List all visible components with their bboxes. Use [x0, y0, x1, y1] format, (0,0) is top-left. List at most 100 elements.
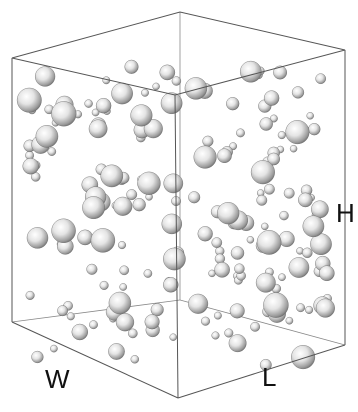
sphere: [263, 293, 288, 318]
sphere: [215, 262, 230, 277]
sphere: [125, 60, 139, 74]
sphere: [82, 196, 104, 218]
sphere: [27, 227, 48, 248]
sphere: [291, 345, 315, 369]
sphere: [85, 100, 93, 108]
sphere: [303, 216, 324, 237]
sphere: [311, 201, 328, 218]
sphere: [141, 89, 148, 96]
sphere: [188, 294, 208, 314]
sphere: [234, 264, 244, 274]
sphere: [264, 184, 274, 194]
sphere: [286, 120, 310, 144]
sphere: [284, 188, 294, 198]
sphere: [114, 197, 133, 216]
width-label: W: [45, 364, 70, 394]
scene: W L H: [0, 0, 358, 412]
sphere: [112, 83, 133, 104]
edge: [175, 95, 178, 398]
sphere: [67, 313, 75, 321]
sphere: [302, 248, 312, 258]
sphere: [133, 198, 146, 211]
sphere: [170, 334, 177, 341]
length-label: L: [262, 362, 276, 392]
sphere: [298, 193, 312, 207]
sphere: [212, 238, 222, 248]
sphere: [319, 266, 334, 281]
sphere: [26, 291, 35, 300]
sphere: [100, 281, 109, 290]
sphere: [251, 160, 275, 184]
sphere: [78, 230, 93, 245]
sphere: [162, 214, 182, 234]
sphere: [120, 266, 129, 275]
sphere: [261, 223, 268, 230]
sphere: [236, 129, 244, 137]
sphere: [118, 241, 126, 249]
sphere: [256, 273, 275, 292]
sphere: [116, 313, 134, 331]
sphere: [52, 219, 76, 243]
sphere: [163, 277, 178, 292]
sphere: [229, 335, 246, 352]
sphere: [292, 87, 304, 99]
sphere: [48, 148, 56, 156]
sphere: [257, 230, 281, 254]
sphere: [50, 345, 57, 352]
sphere: [308, 123, 320, 135]
sphere: [198, 226, 213, 241]
sphere: [231, 247, 244, 260]
sphere: [153, 83, 160, 90]
sphere: [289, 257, 309, 277]
sphere: [280, 211, 289, 220]
sphere: [307, 112, 314, 119]
sphere: [32, 351, 44, 363]
sphere: [109, 292, 131, 314]
sphere: [161, 93, 182, 114]
sphere: [225, 329, 234, 338]
sphere: [212, 332, 220, 340]
sphere: [260, 118, 273, 131]
sphere: [151, 303, 164, 316]
sphere: [23, 158, 39, 174]
sphere: [172, 77, 181, 86]
height-label: H: [336, 198, 355, 228]
sphere: [145, 315, 160, 330]
sphere: [36, 125, 58, 147]
sphere: [316, 299, 335, 318]
sphere: [250, 322, 259, 331]
sphere: [188, 192, 200, 204]
sphere: [128, 329, 137, 338]
sphere: [217, 149, 231, 163]
sphere: [35, 67, 55, 87]
sphere: [164, 174, 183, 193]
sphere: [214, 312, 221, 319]
sphere: [226, 97, 239, 110]
sphere: [273, 66, 286, 79]
sphere: [230, 304, 245, 319]
sphere: [257, 195, 267, 205]
sphere: [240, 61, 261, 82]
sphere: [89, 120, 107, 138]
sphere: [108, 343, 124, 359]
sphere: [278, 274, 285, 281]
sphere: [163, 248, 185, 270]
sphere: [264, 91, 279, 106]
sphere: [51, 101, 76, 126]
sphere: [17, 88, 41, 112]
sphere: [316, 74, 326, 84]
sphere: [72, 324, 88, 340]
sphere: [120, 283, 127, 290]
sphere: [278, 131, 286, 139]
sphere: [217, 202, 239, 224]
sphere: [89, 321, 97, 329]
sphere: [279, 231, 295, 247]
sphere: [305, 306, 313, 314]
sphere: [160, 65, 175, 80]
sphere: [57, 306, 67, 316]
sphere: [203, 136, 214, 147]
sphere: [101, 165, 123, 187]
sphere: [131, 105, 153, 127]
sphere: [290, 145, 297, 152]
sphere: [96, 98, 111, 113]
